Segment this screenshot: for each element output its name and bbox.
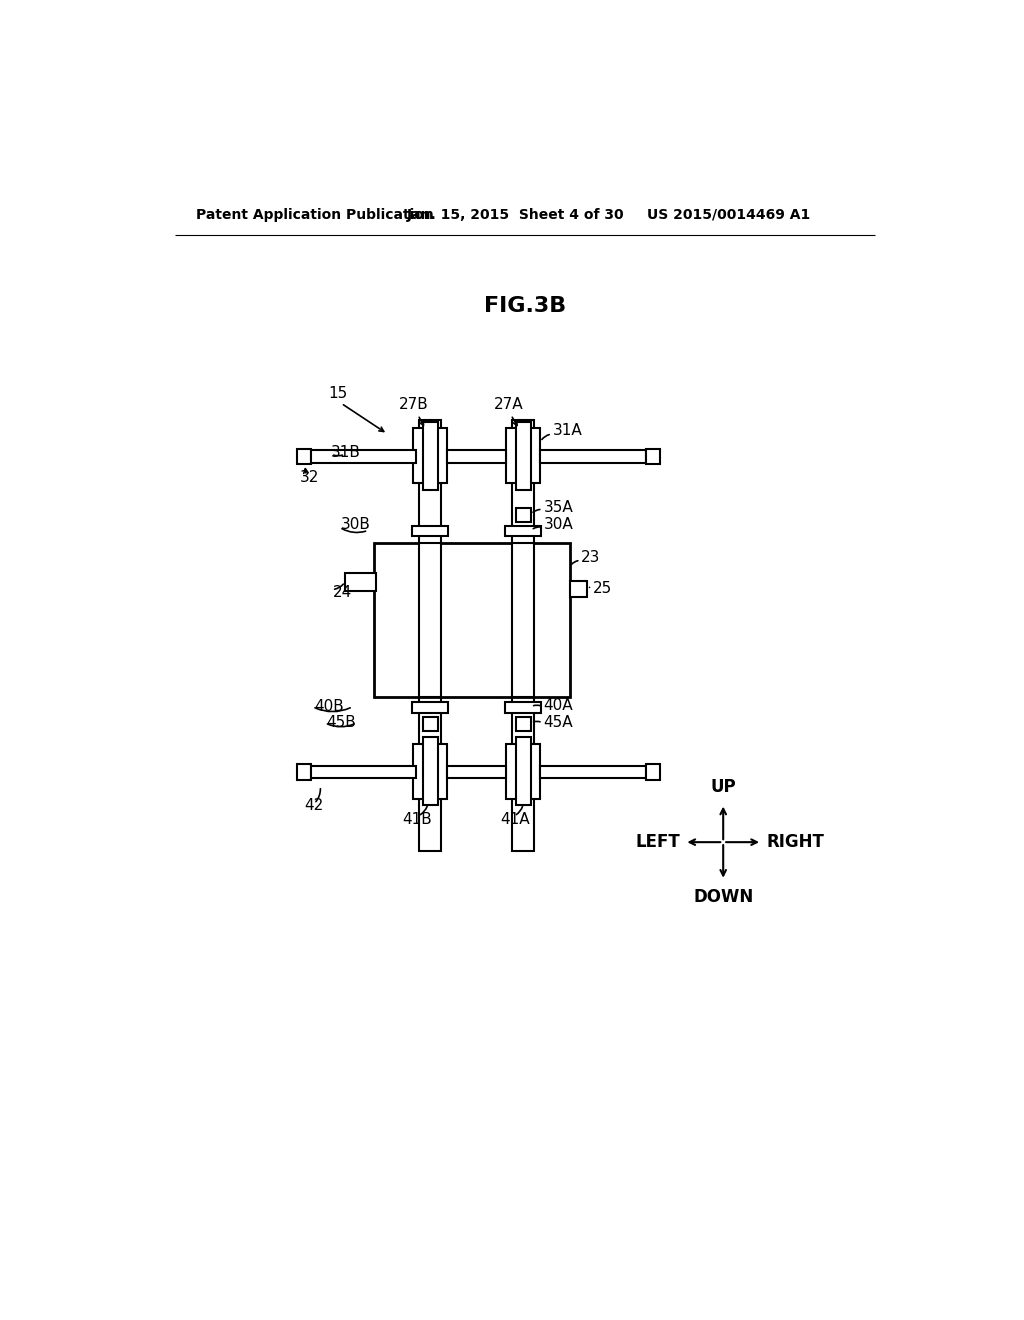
Bar xyxy=(512,420,535,851)
Bar xyxy=(345,573,376,591)
Text: 30A: 30A xyxy=(544,517,573,532)
Bar xyxy=(423,422,438,490)
Text: 42: 42 xyxy=(305,797,324,813)
Text: 40A: 40A xyxy=(544,697,573,713)
Bar xyxy=(646,764,659,780)
Bar xyxy=(375,544,569,697)
Bar xyxy=(311,450,417,462)
Text: 45B: 45B xyxy=(327,715,356,730)
Text: LEFT: LEFT xyxy=(635,833,680,851)
Bar xyxy=(541,766,646,779)
Bar xyxy=(420,420,441,851)
Bar xyxy=(311,766,417,779)
Bar xyxy=(414,743,447,799)
Text: FIG.3B: FIG.3B xyxy=(483,296,566,317)
Text: 23: 23 xyxy=(582,549,601,565)
Bar xyxy=(297,449,311,465)
Text: 31A: 31A xyxy=(553,424,583,438)
Bar xyxy=(423,738,438,805)
Text: 41B: 41B xyxy=(402,812,432,826)
Bar xyxy=(506,525,541,536)
Bar xyxy=(297,764,311,780)
Text: 27B: 27B xyxy=(399,397,429,412)
Text: Patent Application Publication: Patent Application Publication xyxy=(197,207,434,222)
Bar xyxy=(447,450,506,462)
Bar xyxy=(413,525,449,536)
Text: US 2015/0014469 A1: US 2015/0014469 A1 xyxy=(647,207,811,222)
Bar xyxy=(414,428,447,483)
Text: 27A: 27A xyxy=(494,397,523,412)
Text: DOWN: DOWN xyxy=(693,888,754,907)
Bar xyxy=(447,766,506,779)
Bar xyxy=(413,702,449,713)
Text: 32: 32 xyxy=(300,470,319,486)
Text: 41A: 41A xyxy=(500,812,529,826)
Bar xyxy=(646,449,659,465)
Bar xyxy=(512,544,535,697)
Text: 31B: 31B xyxy=(331,445,360,461)
Text: 24: 24 xyxy=(333,585,352,601)
Bar xyxy=(515,422,531,490)
Bar xyxy=(506,702,541,713)
Bar xyxy=(541,450,646,462)
Text: Jan. 15, 2015  Sheet 4 of 30: Jan. 15, 2015 Sheet 4 of 30 xyxy=(407,207,625,222)
Bar xyxy=(506,743,541,799)
Bar xyxy=(420,544,441,697)
Bar xyxy=(569,581,587,597)
Bar xyxy=(515,738,531,805)
Text: 25: 25 xyxy=(593,581,612,595)
Bar xyxy=(506,428,541,483)
Text: 30B: 30B xyxy=(340,517,371,532)
Bar xyxy=(515,508,531,521)
Text: 15: 15 xyxy=(328,385,347,401)
Text: 45A: 45A xyxy=(544,715,573,730)
Bar xyxy=(515,718,531,731)
Text: 40B: 40B xyxy=(314,700,344,714)
Text: 35A: 35A xyxy=(544,500,573,516)
Text: UP: UP xyxy=(711,777,736,796)
Text: RIGHT: RIGHT xyxy=(767,833,824,851)
Bar xyxy=(423,718,438,731)
